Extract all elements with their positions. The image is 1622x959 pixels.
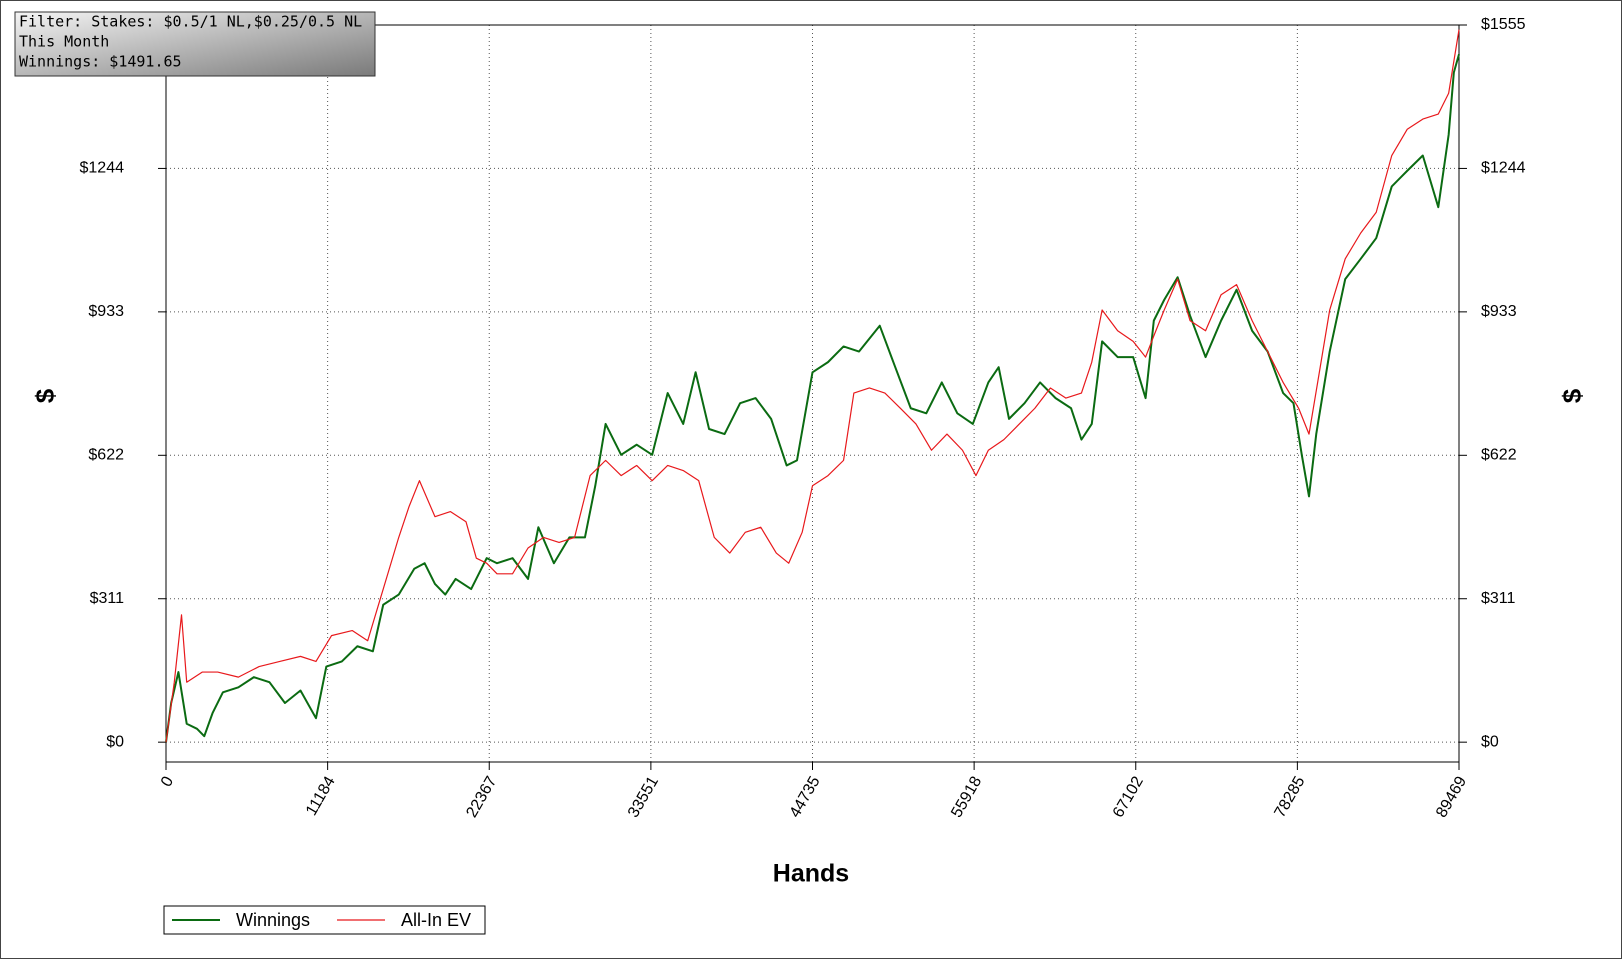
info-box: Filter: Stakes: $0.5/1 NL,$0.25/0.5 NL Th… bbox=[14, 11, 376, 77]
y-tick-label: $933 bbox=[88, 303, 124, 320]
legend-label: Winnings bbox=[236, 910, 310, 930]
y-tick-label: $311 bbox=[90, 590, 125, 607]
series-line bbox=[165, 53, 1460, 743]
series-line bbox=[165, 29, 1460, 743]
y-axis-title: $ bbox=[30, 388, 60, 403]
y-tick-label: $622 bbox=[88, 447, 124, 464]
plot-frame bbox=[165, 24, 1460, 763]
x-axis-title: Hands bbox=[773, 860, 849, 888]
info-text: This Month bbox=[19, 33, 109, 51]
y-tick-label: $0 bbox=[106, 733, 124, 750]
info-text: Filter: Stakes: $0.5/1 NL,$0.25/0.5 NL bbox=[19, 13, 362, 31]
y2-tick-label: $1555 bbox=[1481, 16, 1526, 33]
y2-tick-label: $0 bbox=[1481, 733, 1499, 750]
legend-label: All-In EV bbox=[401, 910, 471, 930]
y2-tick-label: $933 bbox=[1481, 303, 1517, 320]
legend: Winnings All-In EV bbox=[163, 905, 486, 935]
y2-axis-title: $ bbox=[1557, 388, 1587, 403]
y2-tick-label: $1244 bbox=[1481, 160, 1526, 177]
info-text: Winnings: $1491.65 bbox=[19, 53, 182, 71]
y-tick-label: $1244 bbox=[80, 160, 125, 177]
y2-tick-label: $622 bbox=[1481, 447, 1517, 464]
info-box-bg bbox=[14, 11, 376, 77]
y2-tick-label: $311 bbox=[1481, 590, 1516, 607]
